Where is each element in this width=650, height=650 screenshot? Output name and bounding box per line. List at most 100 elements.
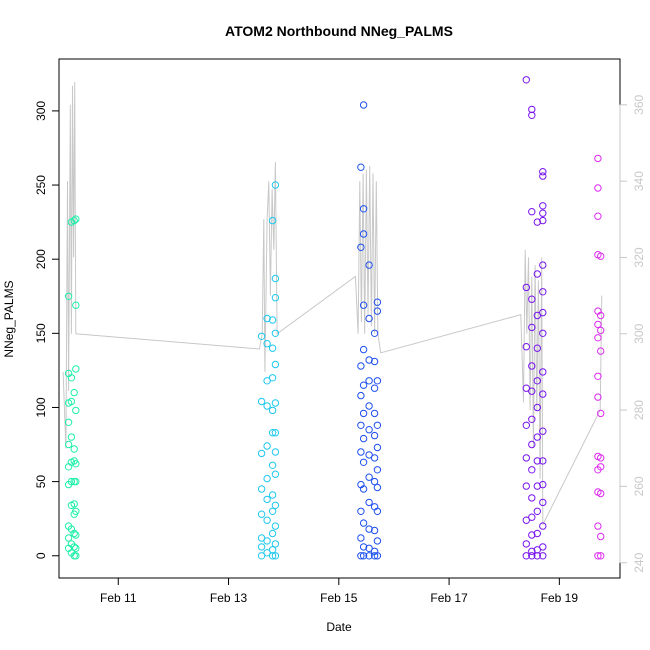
data-point bbox=[359, 458, 368, 466]
data-point bbox=[373, 298, 382, 306]
data-point bbox=[373, 443, 382, 452]
y2-tick-label: 300 bbox=[632, 323, 646, 343]
data-point bbox=[72, 301, 80, 309]
chart-title: ATOM2 Northbound NNeg_PALMS bbox=[225, 23, 453, 39]
data-point bbox=[594, 184, 602, 192]
x-tick-label: Feb 13 bbox=[210, 591, 248, 605]
data-point bbox=[533, 433, 541, 441]
data-point bbox=[257, 534, 266, 542]
data-point bbox=[365, 451, 373, 459]
y-tick-label: 50 bbox=[34, 475, 48, 489]
data-point bbox=[365, 261, 373, 269]
data-point bbox=[539, 308, 547, 317]
data-point bbox=[263, 340, 271, 348]
data-point bbox=[528, 208, 536, 216]
data-point bbox=[522, 516, 530, 524]
data-point bbox=[271, 522, 280, 530]
data-point bbox=[365, 473, 373, 481]
data-point bbox=[64, 418, 73, 426]
data-point bbox=[359, 485, 368, 493]
data-point bbox=[373, 507, 382, 515]
data-point bbox=[528, 362, 536, 370]
data-point bbox=[539, 522, 547, 530]
data-point bbox=[528, 466, 536, 474]
data-point bbox=[64, 440, 73, 449]
data-point bbox=[373, 307, 382, 315]
data-point bbox=[365, 402, 373, 410]
data-point bbox=[539, 498, 547, 507]
data-point bbox=[64, 534, 73, 542]
data-point bbox=[357, 507, 365, 515]
y2-tick-label: 280 bbox=[632, 400, 646, 420]
data-point bbox=[271, 552, 280, 560]
data-point bbox=[597, 311, 605, 320]
data-point bbox=[528, 440, 536, 449]
data-point bbox=[263, 402, 271, 410]
data-point bbox=[373, 466, 382, 474]
y2-tick-label: 260 bbox=[632, 476, 646, 496]
data-point bbox=[359, 519, 368, 527]
data-point bbox=[594, 372, 602, 380]
data-point bbox=[67, 433, 76, 441]
data-point bbox=[370, 431, 379, 440]
data-point bbox=[539, 480, 547, 489]
data-point bbox=[533, 529, 541, 538]
data-point bbox=[522, 454, 530, 462]
y-tick-label: 0 bbox=[34, 552, 48, 559]
data-point bbox=[70, 445, 78, 453]
data-point bbox=[271, 501, 280, 509]
data-point bbox=[268, 344, 277, 352]
x-tick-label: Feb 15 bbox=[320, 591, 358, 605]
points-layer bbox=[64, 76, 605, 560]
data-point bbox=[357, 362, 365, 370]
data-point bbox=[539, 209, 547, 217]
data-point bbox=[365, 552, 373, 560]
data-point bbox=[271, 540, 280, 548]
data-point bbox=[268, 406, 277, 415]
data-point bbox=[271, 470, 280, 478]
data-point bbox=[594, 212, 602, 220]
data-point bbox=[268, 374, 277, 382]
data-point bbox=[357, 534, 365, 542]
data-point bbox=[257, 485, 266, 493]
data-point bbox=[539, 543, 547, 551]
data-point bbox=[257, 543, 266, 551]
data-point bbox=[528, 387, 536, 395]
data-point bbox=[539, 168, 547, 176]
y2-tick-label: 340 bbox=[632, 171, 646, 191]
line-series-layer bbox=[62, 81, 603, 525]
y-tick-label: 200 bbox=[34, 249, 48, 269]
data-point bbox=[539, 261, 547, 269]
data-point bbox=[72, 365, 80, 373]
data-point bbox=[263, 377, 271, 385]
data-point bbox=[533, 403, 541, 412]
data-point bbox=[597, 552, 605, 560]
y2-tick-label: 360 bbox=[632, 94, 646, 114]
data-point bbox=[373, 552, 382, 560]
data-point bbox=[594, 522, 602, 530]
data-point bbox=[72, 507, 80, 515]
data-point bbox=[528, 323, 536, 332]
data-point bbox=[533, 457, 541, 465]
data-point bbox=[539, 172, 547, 180]
data-point bbox=[70, 500, 78, 508]
data-point bbox=[72, 477, 80, 486]
data-point bbox=[70, 388, 78, 397]
data-point bbox=[528, 295, 536, 303]
data-point bbox=[359, 301, 368, 309]
data-point bbox=[533, 482, 541, 490]
data-point bbox=[357, 391, 365, 400]
data-point bbox=[522, 76, 530, 84]
data-point bbox=[528, 111, 536, 120]
data-point bbox=[528, 547, 536, 555]
data-point bbox=[539, 288, 547, 296]
data-point bbox=[67, 374, 76, 382]
data-point bbox=[72, 544, 80, 552]
data-point bbox=[268, 546, 277, 554]
data-point bbox=[359, 552, 368, 560]
data-point bbox=[370, 454, 379, 462]
y-axis-label: NNeg_PALMS bbox=[2, 280, 16, 357]
data-point bbox=[263, 442, 271, 450]
y2-tick-label: 240 bbox=[632, 552, 646, 572]
